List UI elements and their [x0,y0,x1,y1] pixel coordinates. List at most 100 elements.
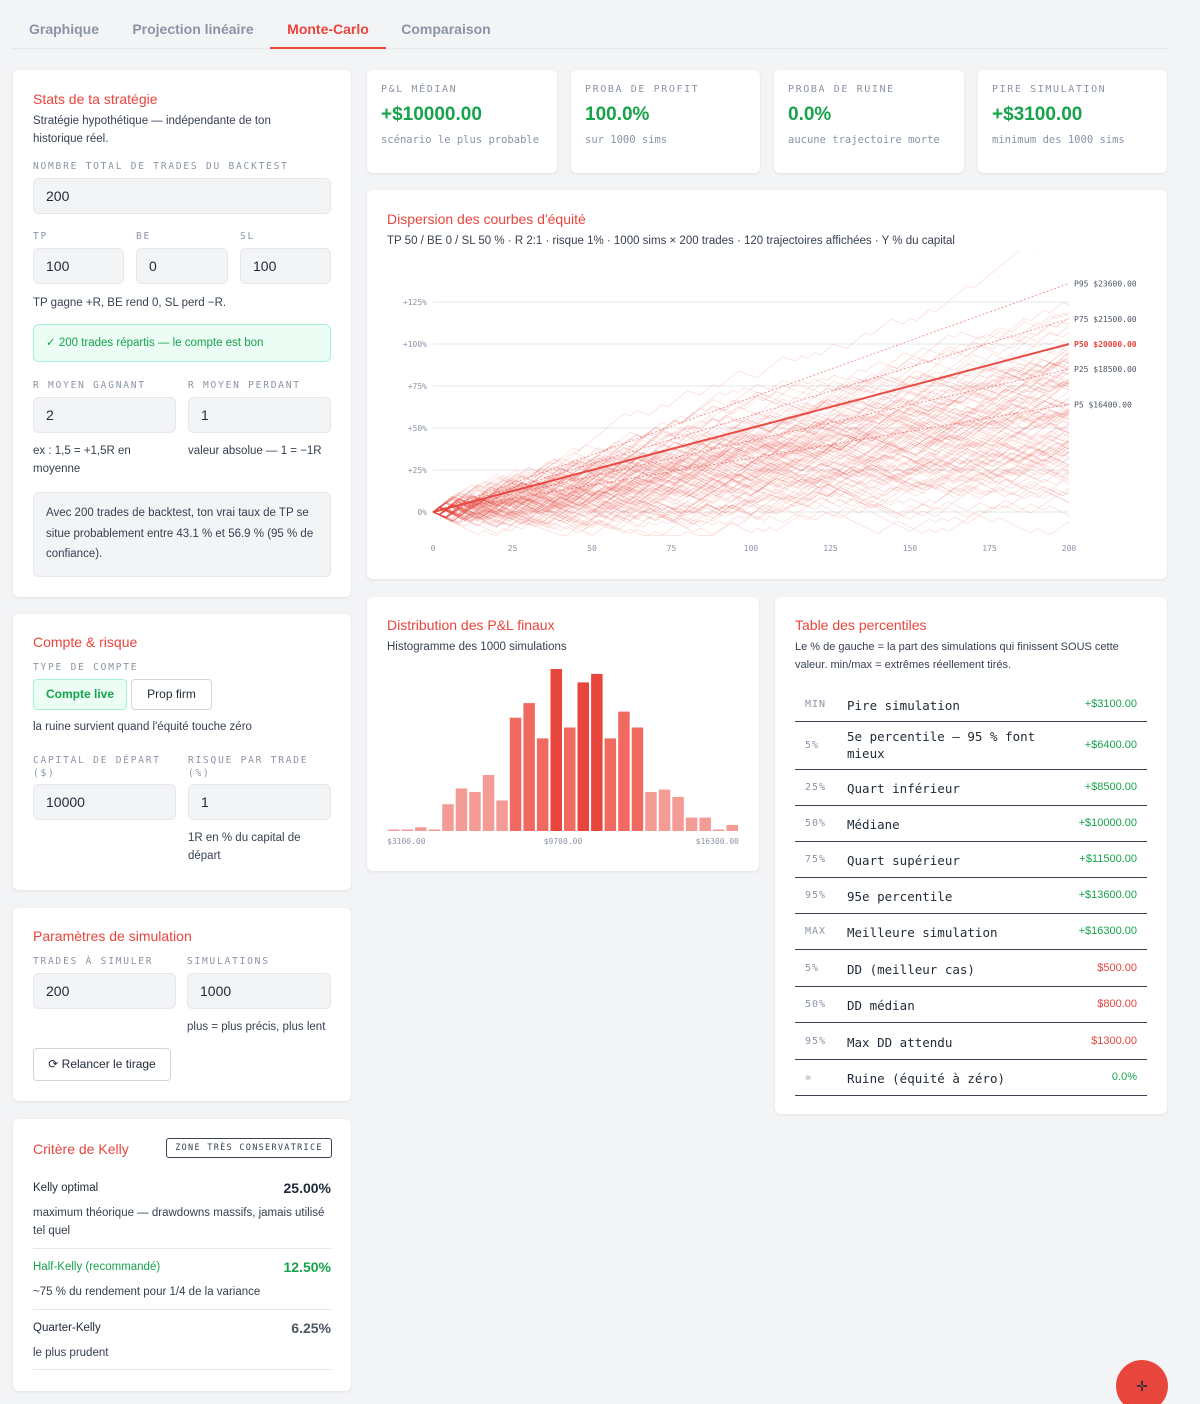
equity-trajectory [432,410,1070,516]
equity-trajectory [432,448,1070,519]
simulations-input[interactable]: 1000 [187,973,331,1009]
equity-trajectory [432,357,1070,516]
equity-trajectory [432,409,1070,515]
equity-trajectory [432,475,1070,536]
r-loss-label: R MOYEN PERDANT [188,380,301,391]
card-title: Compte & risque [33,634,138,650]
equity-trajectory [432,302,1070,513]
tab-graphique[interactable]: Graphique [28,21,99,37]
equity-trajectory [432,372,1070,522]
histogram-bar [685,817,698,831]
prop-firm-button[interactable]: Prop firm [131,679,212,710]
histogram-bar [726,824,738,831]
tab-monte-carlo[interactable]: Monte-Carlo [270,0,386,49]
percentile-band-label: P75 $21500.00 [1074,315,1137,324]
live-account-button[interactable]: Compte live [33,679,127,710]
histogram-bar [415,827,427,831]
histogram-x-label: $9700.00 [544,837,583,846]
percentile-value: +$10000.00 [1078,817,1137,829]
equity-trajectory [432,360,1070,513]
card-title: Paramètres de simulation [33,928,192,944]
simulations-label: SIMULATIONS [187,956,270,967]
equity-trajectory [432,390,1070,518]
equity-trajectory [432,444,1070,516]
kelly-optimal-value: 25.00% [283,1180,331,1196]
equity-trajectory [432,250,1039,513]
equity-trajectory [432,410,1070,517]
total-trades-input[interactable]: 200 [33,178,331,214]
y-tick-label: +100% [403,340,427,349]
equity-trajectory [432,446,1070,517]
equity-trajectory [432,434,1070,513]
card-title: Table des percentiles [795,617,927,633]
equity-trajectory [432,448,1070,524]
equity-trajectory [432,359,1070,525]
equity-trajectory [432,331,1070,515]
equity-trajectory [432,347,1070,515]
tab-comparaison[interactable]: Comparaison [401,21,491,37]
percentile-label: Médiane [847,817,900,832]
split-hint: TP gagne +R, BE rend 0, SL perd −R. [33,297,227,309]
equity-trajectory [432,377,1070,513]
kpi-value: +$3100.00 [992,104,1083,125]
percentile-value: +$11500.00 [1079,853,1137,865]
rerun-button[interactable]: ⟳ Relancer le tirage [33,1048,171,1081]
percentile-value: +$13600.00 [1078,889,1137,901]
risk-input[interactable]: 1 [188,784,331,820]
equity-trajectory [432,365,1070,515]
percentile-value: +$3100.00 [1084,698,1137,710]
equity-trajectory [432,452,1070,513]
percentile-key: 5% [805,963,820,974]
histogram-bar [564,727,576,831]
equity-trajectory [432,441,1070,516]
equity-trajectory [432,470,1070,513]
equity-trajectory [432,382,1070,513]
divider [33,1369,331,1370]
equity-trajectory [432,371,1070,513]
histogram-bar [591,673,603,831]
histogram-bar [550,669,562,831]
equity-trajectory [432,424,1070,518]
histogram-bar [645,792,657,831]
sl-input[interactable]: 100 [240,248,331,284]
equity-trajectory [432,432,1070,524]
equity-trajectory [432,361,1070,524]
equity-trajectory [432,394,1070,513]
r-win-input[interactable]: 2 [33,397,176,433]
card-title: Critère de Kelly [33,1141,129,1157]
histogram-bar [496,800,508,831]
tab-bar: Graphique Projection linéaire Monte-Carl… [12,0,1168,49]
histogram-bar [428,829,441,831]
equity-trajectory [432,465,1070,519]
percentile-row: MAX Meilleure simulation +$16300.00 [795,914,1147,950]
equity-trajectory [432,353,1070,515]
be-input[interactable]: 0 [136,248,228,284]
tab-projection-lineaire[interactable]: Projection linéaire [132,21,254,37]
trades-to-sim-input[interactable]: 200 [33,973,176,1009]
equity-trajectory [432,408,1070,519]
card-subtitle: Stratégie hypothétique — indépendante de… [33,115,271,145]
kpi-worst-simulation: PIRE SIMULATION +$3100.00 minimum des 10… [978,70,1167,173]
kpi-subtext: minimum des 1000 sims [992,134,1125,146]
equity-trajectory [432,387,1070,524]
divider [33,1248,331,1249]
percentile-row: 95% 95e percentile +$13600.00 [795,878,1147,914]
equity-trajectory [432,448,1070,513]
equity-trajectory [432,367,1070,518]
add-button[interactable]: ✛ [1116,1360,1168,1404]
equity-trajectory [432,351,1070,515]
equity-trajectory [432,428,1070,519]
r-loss-input[interactable]: 1 [188,397,331,433]
percentile-row: 25% Quart inférieur +$8500.00 [795,770,1147,806]
percentile-band-line [432,343,1070,513]
equity-trajectory [432,386,1070,515]
y-tick-label: +125% [403,298,427,307]
percentile-value: +$6400.00 [1084,739,1137,751]
equity-trajectory [432,446,1070,524]
capital-input[interactable]: 10000 [33,784,176,820]
divider [33,1309,331,1310]
percentile-value: +$16300.00 [1078,925,1137,937]
equity-trajectory [432,411,1070,513]
tp-input[interactable]: 100 [33,248,124,284]
equity-trajectory [432,311,1070,520]
